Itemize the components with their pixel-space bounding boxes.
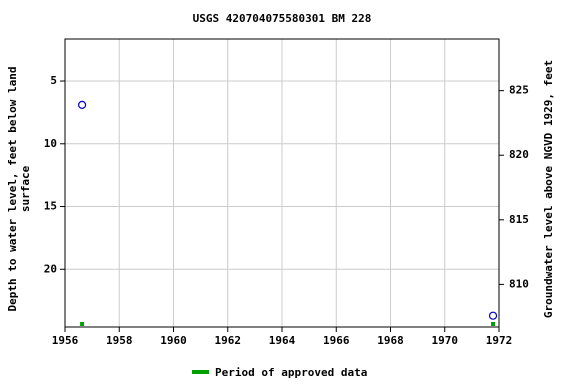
y2-tick-label: 810 xyxy=(509,277,529,290)
plot-frame xyxy=(64,38,500,328)
y2-tick-label: 825 xyxy=(509,84,529,97)
y-tick-label: 20 xyxy=(44,262,57,275)
x-tick-label: 1972 xyxy=(486,334,513,347)
y2-tick-label: 815 xyxy=(509,213,529,226)
x-tick-label: 1958 xyxy=(106,334,133,347)
y2-tick-label: 820 xyxy=(509,148,529,161)
y-axis-label: Depth to water level, feet below land xyxy=(6,66,19,311)
data-point xyxy=(488,311,498,320)
y-axis-label: surface xyxy=(19,165,32,212)
x-tick-label: 1962 xyxy=(215,334,242,347)
y-tick-label: 5 xyxy=(50,74,57,87)
legend-label: Period of approved data xyxy=(215,366,367,379)
x-tick-label: 1960 xyxy=(160,334,187,347)
y-tick-label: 10 xyxy=(44,137,57,150)
x-tick-label: 1968 xyxy=(377,334,404,347)
y2-axis-label: Groundwater level above NGVD 1929, feet xyxy=(542,60,555,318)
x-tick-label: 1964 xyxy=(269,334,296,347)
chart-title: USGS 420704075580301 BM 228 xyxy=(193,12,372,25)
y-tick-label: 15 xyxy=(44,200,57,213)
approved-period xyxy=(80,322,85,326)
x-tick-label: 1970 xyxy=(432,334,459,347)
x-tick-label: 1956 xyxy=(52,334,79,347)
approved-period xyxy=(491,322,496,326)
x-tick-label: 1966 xyxy=(323,334,350,347)
data-point xyxy=(77,100,87,109)
